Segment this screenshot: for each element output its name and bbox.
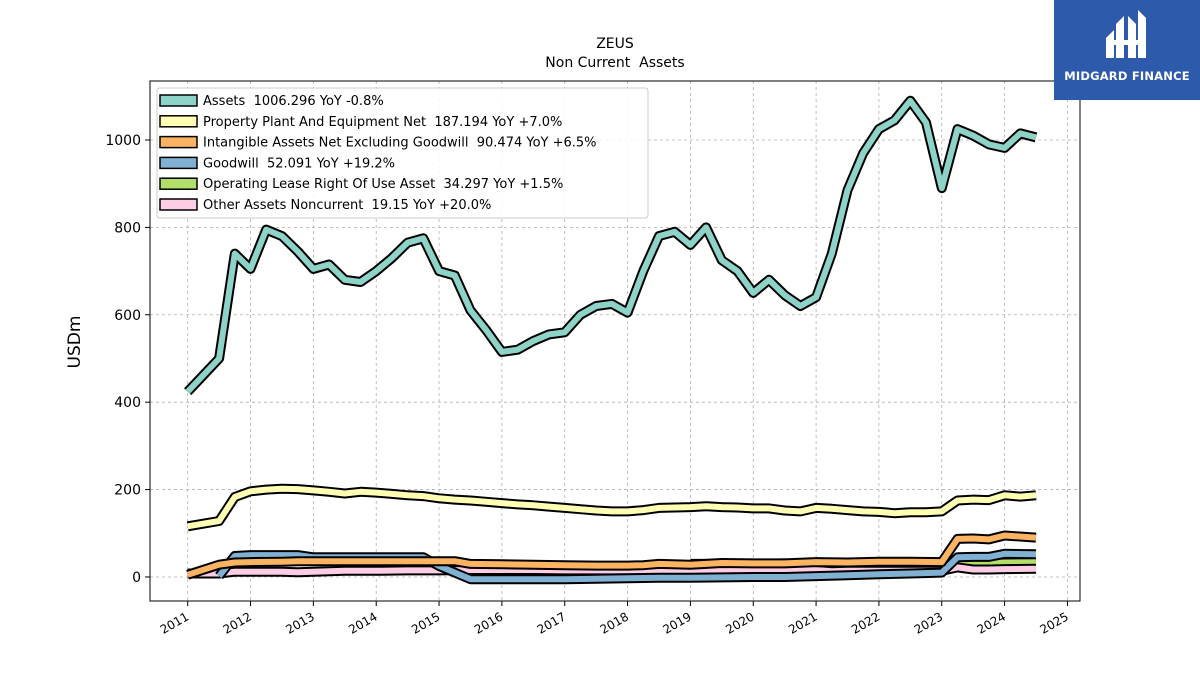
legend-box	[156, 87, 649, 219]
y-tick-label: 1000	[105, 133, 141, 149]
x-tick-label: 2018	[598, 609, 631, 636]
series-line-outline	[186, 483, 1037, 532]
y-tick-label: 0	[132, 570, 141, 586]
legend-entry: Other Assets Noncurrent 19.15 YoY +20.0%	[203, 198, 491, 213]
series-line	[185, 97, 1037, 394]
x-tick-label: 2016	[472, 609, 505, 636]
series-line	[187, 485, 1037, 530]
x-tick-label: 2014	[346, 609, 379, 636]
midgard-logo-icon	[1106, 10, 1146, 58]
legend-swatch	[159, 94, 198, 107]
y-axis-label: USDm	[65, 316, 85, 369]
y-tick-label: 800	[114, 220, 141, 236]
legend-swatch	[159, 156, 198, 170]
x-tick-label: 2020	[723, 609, 756, 636]
x-tick-label: 2024	[975, 609, 1008, 636]
series-layer	[184, 95, 1038, 585]
x-tick-label: 2025	[1037, 609, 1070, 636]
chart-title: ZEUS	[596, 36, 634, 52]
legend-swatch	[159, 198, 198, 211]
x-tick-label: 2022	[849, 609, 882, 636]
x-tick-label: 2017	[535, 609, 568, 636]
series-line	[186, 532, 1037, 578]
x-tick-label: 2013	[283, 609, 316, 636]
legend-entry: Property Plant And Equipment Net 187.194…	[203, 115, 562, 130]
legend-swatch	[159, 177, 198, 190]
legend-swatch	[159, 135, 198, 149]
plot-frame	[149, 80, 1081, 602]
legend-entry: Assets 1006.296 YoY -0.8%	[203, 94, 384, 109]
chart-subtitle: Non Current Assets	[545, 55, 684, 71]
legend-swatch	[159, 115, 198, 128]
midgard-logo: MIDGARD FINANCE	[1054, 0, 1200, 100]
legend: Assets 1006.296 YoY -0.8% Property Plant …	[156, 87, 649, 219]
legend-entry: Goodwill 52.091 YoY +19.2%	[203, 156, 395, 171]
midgard-logo-text: MIDGARD FINANCE	[1064, 69, 1190, 83]
x-tick-label: 2015	[409, 609, 442, 636]
y-tick-label: 200	[114, 483, 141, 499]
x-tick-label: 2021	[786, 609, 819, 636]
x-tick-label: 2023	[912, 609, 945, 636]
legend-entry: Operating Lease Right Of Use Asset 34.29…	[203, 177, 563, 192]
legend-entry: Intangible Assets Net Excluding Goodwill…	[203, 136, 597, 151]
x-tick-label: 2011	[158, 609, 191, 636]
x-tick-label: 2012	[221, 609, 254, 636]
x-tick-label: 2019	[660, 609, 693, 636]
y-tick-label: 400	[114, 395, 141, 411]
y-tick-label: 600	[114, 308, 141, 324]
